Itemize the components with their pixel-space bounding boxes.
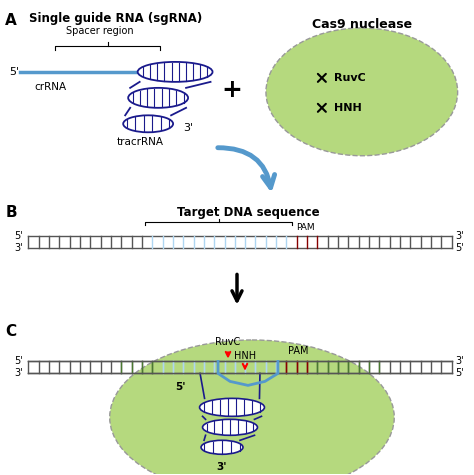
Ellipse shape [123,115,173,133]
Text: tracrRNA: tracrRNA [117,137,164,147]
Text: A: A [5,13,17,28]
FancyArrowPatch shape [218,148,274,188]
Text: RuvC: RuvC [334,73,365,83]
Text: PAM: PAM [288,346,308,356]
Text: 3': 3' [14,369,23,379]
Ellipse shape [200,399,264,416]
Text: 5': 5' [9,67,19,77]
Text: 5': 5' [14,231,23,241]
Text: 5': 5' [455,369,464,379]
Ellipse shape [266,28,457,156]
Text: HNH: HNH [234,352,256,361]
Text: B: B [5,205,17,219]
Ellipse shape [109,340,394,475]
Text: Target DNA sequence: Target DNA sequence [177,206,319,219]
Text: 3': 3' [183,123,193,133]
Text: 5': 5' [14,356,23,366]
Text: +: + [221,78,242,102]
Text: RuvC: RuvC [215,337,241,347]
Text: 3': 3' [456,231,464,241]
Text: 5': 5' [175,382,185,392]
Text: 3': 3' [217,462,227,472]
Text: HNH: HNH [334,103,362,113]
Text: PAM: PAM [296,223,315,232]
Text: C: C [5,324,17,340]
Ellipse shape [202,419,257,435]
Ellipse shape [201,440,243,454]
Text: Cas9 nuclease: Cas9 nuclease [312,18,412,31]
Ellipse shape [137,62,212,82]
Text: 5': 5' [455,243,464,253]
Ellipse shape [128,88,188,108]
Text: Spacer region: Spacer region [66,26,134,36]
Text: 3': 3' [456,356,464,366]
Text: Single guide RNA (sgRNA): Single guide RNA (sgRNA) [28,12,202,25]
Text: crRNA: crRNA [34,82,66,92]
Text: 3': 3' [14,243,23,253]
